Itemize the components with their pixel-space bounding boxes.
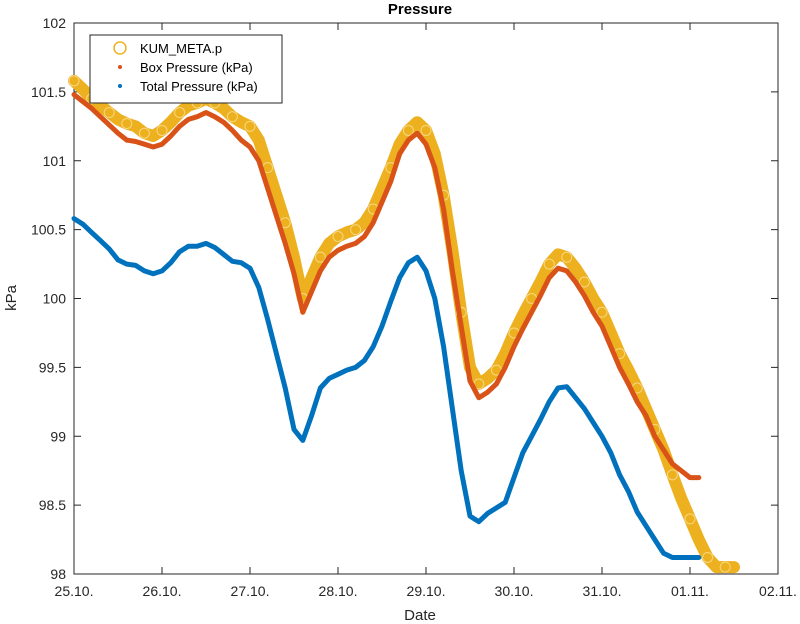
x-tick-label: 25.10. xyxy=(55,583,94,599)
series-point xyxy=(578,276,590,288)
x-tick-label: 26.10. xyxy=(143,583,182,599)
y-tick-label: 98.5 xyxy=(39,497,66,513)
series-point xyxy=(402,124,414,136)
y-tick-label: 99 xyxy=(50,428,66,444)
y-axis-label: kPa xyxy=(3,284,20,311)
legend-label: Box Pressure (kPa) xyxy=(140,60,253,75)
y-tick-label: 99.5 xyxy=(39,359,66,375)
chart-title: Pressure xyxy=(388,1,452,18)
series-line-1 xyxy=(68,74,740,574)
series-line-2 xyxy=(71,92,702,481)
x-tick-label: 29.10. xyxy=(407,583,446,599)
x-tick-label: 28.10. xyxy=(319,583,358,599)
y-tick-label: 98 xyxy=(50,566,66,582)
series-line-3 xyxy=(71,216,702,560)
series-point xyxy=(702,551,714,563)
x-tick-label: 30.10. xyxy=(495,583,534,599)
series-point xyxy=(121,118,133,130)
series-point xyxy=(156,124,168,136)
plot-area: 25.10. 26.10. 27.10. 28.10. 29.10. 30.10. 31.1… xyxy=(31,15,797,599)
y-tick-label: 101 xyxy=(43,153,67,169)
x-axis-label: Date xyxy=(404,607,436,624)
series-point xyxy=(420,124,432,136)
y-tick-label: 102 xyxy=(43,15,67,31)
series-point xyxy=(350,224,362,236)
y-tick-label: 100.5 xyxy=(31,222,66,238)
series-point xyxy=(332,231,344,243)
x-tick-label: 27.10. xyxy=(231,583,270,599)
series-point xyxy=(666,469,678,481)
x-tick-label: 01.11. xyxy=(671,583,709,599)
y-tick-label: 100 xyxy=(43,291,67,307)
legend-label: KUM_META.p xyxy=(140,41,222,56)
x-tick-label: 31.10. xyxy=(583,583,622,599)
x-tick-label: 02.11. xyxy=(759,583,797,599)
series-point xyxy=(684,513,696,525)
series-point xyxy=(103,107,115,119)
legend-marker xyxy=(118,65,122,69)
legend-label: Total Pressure (kPa) xyxy=(140,79,258,94)
legend-marker xyxy=(113,41,127,55)
y-tick-label: 101.5 xyxy=(31,84,66,100)
series-point xyxy=(314,251,326,263)
legend-box xyxy=(89,34,283,104)
series-point xyxy=(543,258,555,270)
series-point xyxy=(719,561,731,573)
series-point xyxy=(596,306,608,318)
series-point xyxy=(244,120,256,132)
series-point xyxy=(561,251,573,263)
series-point xyxy=(174,107,186,119)
legend-marker xyxy=(118,84,122,88)
series-point xyxy=(138,127,150,139)
series-point xyxy=(68,75,80,87)
series-point xyxy=(226,111,238,123)
